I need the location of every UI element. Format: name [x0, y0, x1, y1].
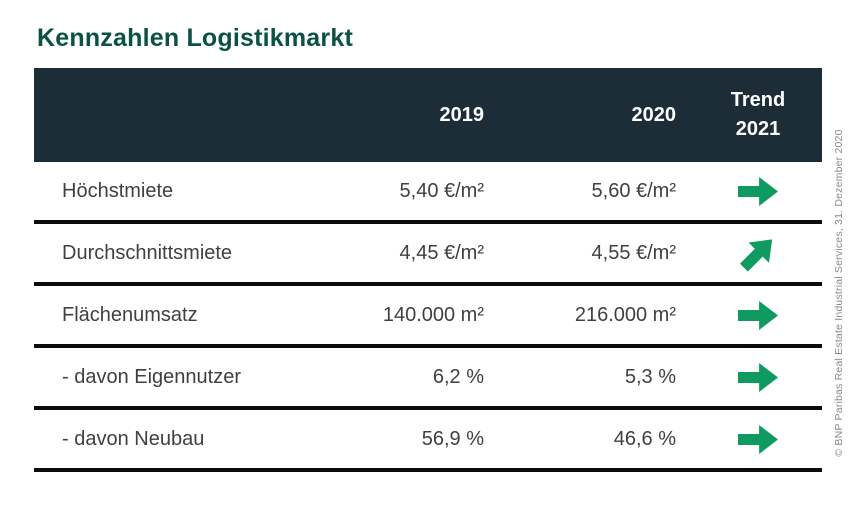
- table-body: Höchstmiete 5,40 €/m² 5,60 €/m² Durchsch…: [34, 162, 822, 472]
- value-2019: 56,9 %: [421, 427, 484, 450]
- value-2020: 5,3 %: [624, 365, 676, 388]
- column-header-2020: 2020: [631, 103, 677, 126]
- trend-right-arrow-icon: [738, 176, 778, 206]
- row-label: Höchstmiete: [62, 179, 174, 202]
- trend-cell: [676, 238, 822, 272]
- row-label: Flächenumsatz: [62, 303, 198, 326]
- table-row: - davon Neubau 56,9 % 46,6 %: [34, 410, 822, 472]
- trend-cell: [676, 176, 822, 206]
- value-2019: 140.000 m²: [382, 303, 484, 326]
- value-2020: 4,55 €/m²: [591, 241, 676, 264]
- table-row: Flächenumsatz 140.000 m² 216.000 m²: [34, 286, 822, 348]
- trend-header-line2: 2021: [735, 118, 781, 140]
- value-2019: 6,2 %: [432, 365, 484, 388]
- table-header: 2019 2020 Trend 2021: [34, 68, 822, 162]
- kpi-table: 2019 2020 Trend 2021 Höchstmiete 5,40 €/…: [34, 68, 822, 472]
- value-2020: 5,60 €/m²: [591, 179, 676, 202]
- row-label: - davon Neubau: [62, 427, 205, 450]
- trend-right-arrow-icon: [738, 424, 778, 454]
- table-row: - davon Eigennutzer 6,2 % 5,3 %: [34, 348, 822, 410]
- value-2020: 216.000 m²: [574, 303, 676, 326]
- trend-cell: [676, 300, 822, 330]
- trend-up-right-arrow-icon: [739, 238, 773, 272]
- row-label: Durchschnittsmiete: [62, 241, 233, 264]
- column-header-2019: 2019: [439, 103, 485, 126]
- column-header-trend: Trend 2021: [676, 86, 822, 144]
- table-row: Durchschnittsmiete 4,45 €/m² 4,55 €/m²: [34, 224, 822, 286]
- trend-cell: [676, 362, 822, 392]
- value-2019: 4,45 €/m²: [399, 241, 484, 264]
- trend-cell: [676, 424, 822, 454]
- trend-header-line1: Trend: [730, 89, 786, 111]
- row-label: - davon Eigennutzer: [62, 365, 242, 388]
- trend-right-arrow-icon: [738, 362, 778, 392]
- table-row: Höchstmiete 5,40 €/m² 5,60 €/m²: [34, 162, 822, 224]
- value-2020: 46,6 %: [613, 427, 676, 450]
- value-2019: 5,40 €/m²: [399, 179, 484, 202]
- trend-right-arrow-icon: [738, 300, 778, 330]
- copyright-note: © BNP Paribas Real Estate Industrial Ser…: [833, 129, 845, 457]
- page-title: Kennzahlen Logistikmarkt: [37, 24, 353, 52]
